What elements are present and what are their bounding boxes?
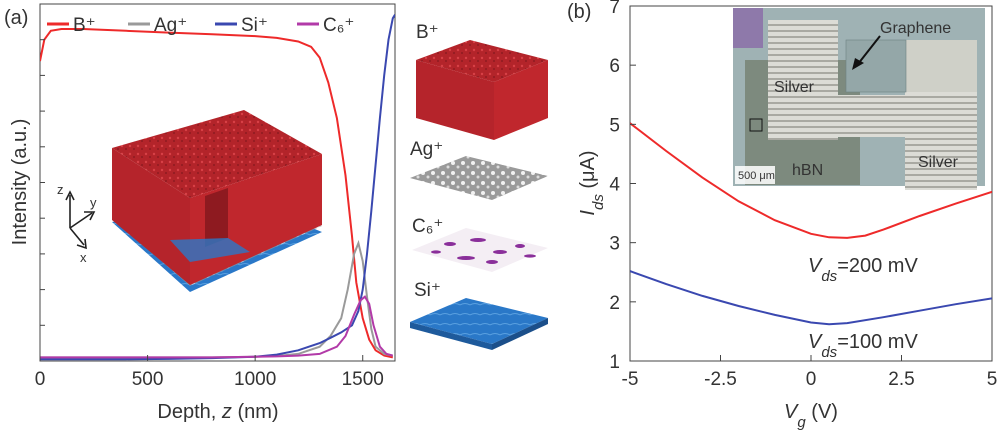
layer-si-edge-right [492,318,548,350]
layer-label-si: Si⁺ [414,280,441,301]
inset-channel [838,95,908,137]
x-tick-label-b: 0 [806,369,817,390]
legend-label: B⁺ [73,15,96,36]
axis-triad-z: z [57,182,64,197]
block-front-face [112,148,190,285]
block-top-face [112,110,322,198]
inset-hbn-label: hBN [792,162,823,179]
panel-a-y-label: Intensity (a.u.) [9,119,31,246]
y-tick-label-b: 1 [609,352,620,373]
x-tick-label-a: 500 [132,369,164,390]
x-tick-label-a: 1500 [342,369,384,390]
axis-triad-y: y [90,195,97,210]
inset-marker-box [749,118,763,132]
panel-b-x-label: Vg (V) [784,401,838,431]
panel-a-plot: 0 500 1000 1500 B⁺ Ag⁺ Si⁺ C₆⁺ Depth, z (nm) I… [9,3,396,423]
layer-b-top [416,40,548,82]
block-cutout-floor [170,238,250,262]
y-tick-label-b: 2 [609,293,620,314]
panel-b-series [630,122,992,326]
legend-label: Ag⁺ [154,15,187,36]
panel-a-series [40,14,395,361]
inset-scalebar-label: 500 μm [738,170,775,182]
layer-label-b: B⁺ [416,22,439,43]
y-tick-label-b: 7 [609,0,620,18]
series-line-a-3 [40,295,394,359]
inset-silver-label-left: Silver [774,79,815,96]
inset-silver-label-right: Silver [918,154,959,171]
series-line-a-0 [40,28,394,359]
panel-a-legend: B⁺ Ag⁺ Si⁺ C₆⁺ [47,15,354,36]
inset-graphene-label: Graphene [880,20,951,37]
legend-label: Si⁺ [241,15,268,36]
inset-graphene-arrow [857,35,881,65]
x-tick-label-b: 5 [987,369,998,390]
x-tick-label-b: -2.5 [704,369,737,390]
layer-label-c6: C₆⁺ [412,216,443,237]
x-tick-label-b: -5 [622,369,639,390]
panel-a-ticks: 0 500 1000 1500 [35,39,384,390]
panel-b-ticks: -5 -2.5 0 2.5 5 1 2 3 4 5 6 7 [609,0,997,390]
y-tick-label-b: 4 [609,175,620,196]
inset-silver-left [768,20,838,140]
y-tick-label-b: 5 [609,115,620,136]
layer-b-right [494,60,548,140]
inset-purple-corner [733,8,763,48]
layer-tiles: B⁺ Ag⁺ C₆⁺ Si⁺ [410,22,548,350]
curve-label-200mv: Vds=200 mV [808,255,918,285]
3d-block-inset [112,110,322,292]
x-tick-label-b: 2.5 [888,369,914,390]
layer-b-front [416,60,494,140]
inset-scale-box [735,166,775,184]
axis-triad [65,190,96,250]
x-tick-label-a: 1000 [234,369,276,390]
x-tick-label-a: 0 [35,369,46,390]
panel-a-label: (a) [4,7,28,29]
axis-triad-x: x [80,250,87,265]
layer-si-tile [410,298,548,344]
layer-si-edge [410,322,492,350]
layer-c6-tile [412,228,548,272]
series-line-b-1 [630,270,992,326]
layer-c6-speckles [431,238,536,264]
y-tick-label-b: 3 [609,234,620,255]
inset-silver-right-top [905,40,977,92]
curve-label-100mv: Vds=100 mV [808,331,918,361]
legend-label: C₆⁺ [323,15,354,36]
panel-a-x-label: Depth, z (nm) [157,401,278,423]
inset-graphene-arrowhead [852,58,864,70]
y-tick-label-b: 6 [609,56,620,77]
layer-label-ag: Ag⁺ [410,139,443,160]
block-cutout [205,188,228,247]
panel-b-plot: -5 -2.5 0 2.5 5 1 2 3 4 5 6 7 Vg (V) Ids (μA) [577,0,997,431]
panel-b-label: (b) [567,1,591,23]
panel-b-y-label: Ids (μA) [577,150,607,215]
layer-ag-tile [410,156,548,200]
device-micrograph-inset [733,8,985,190]
series-line-b-0 [630,122,992,239]
